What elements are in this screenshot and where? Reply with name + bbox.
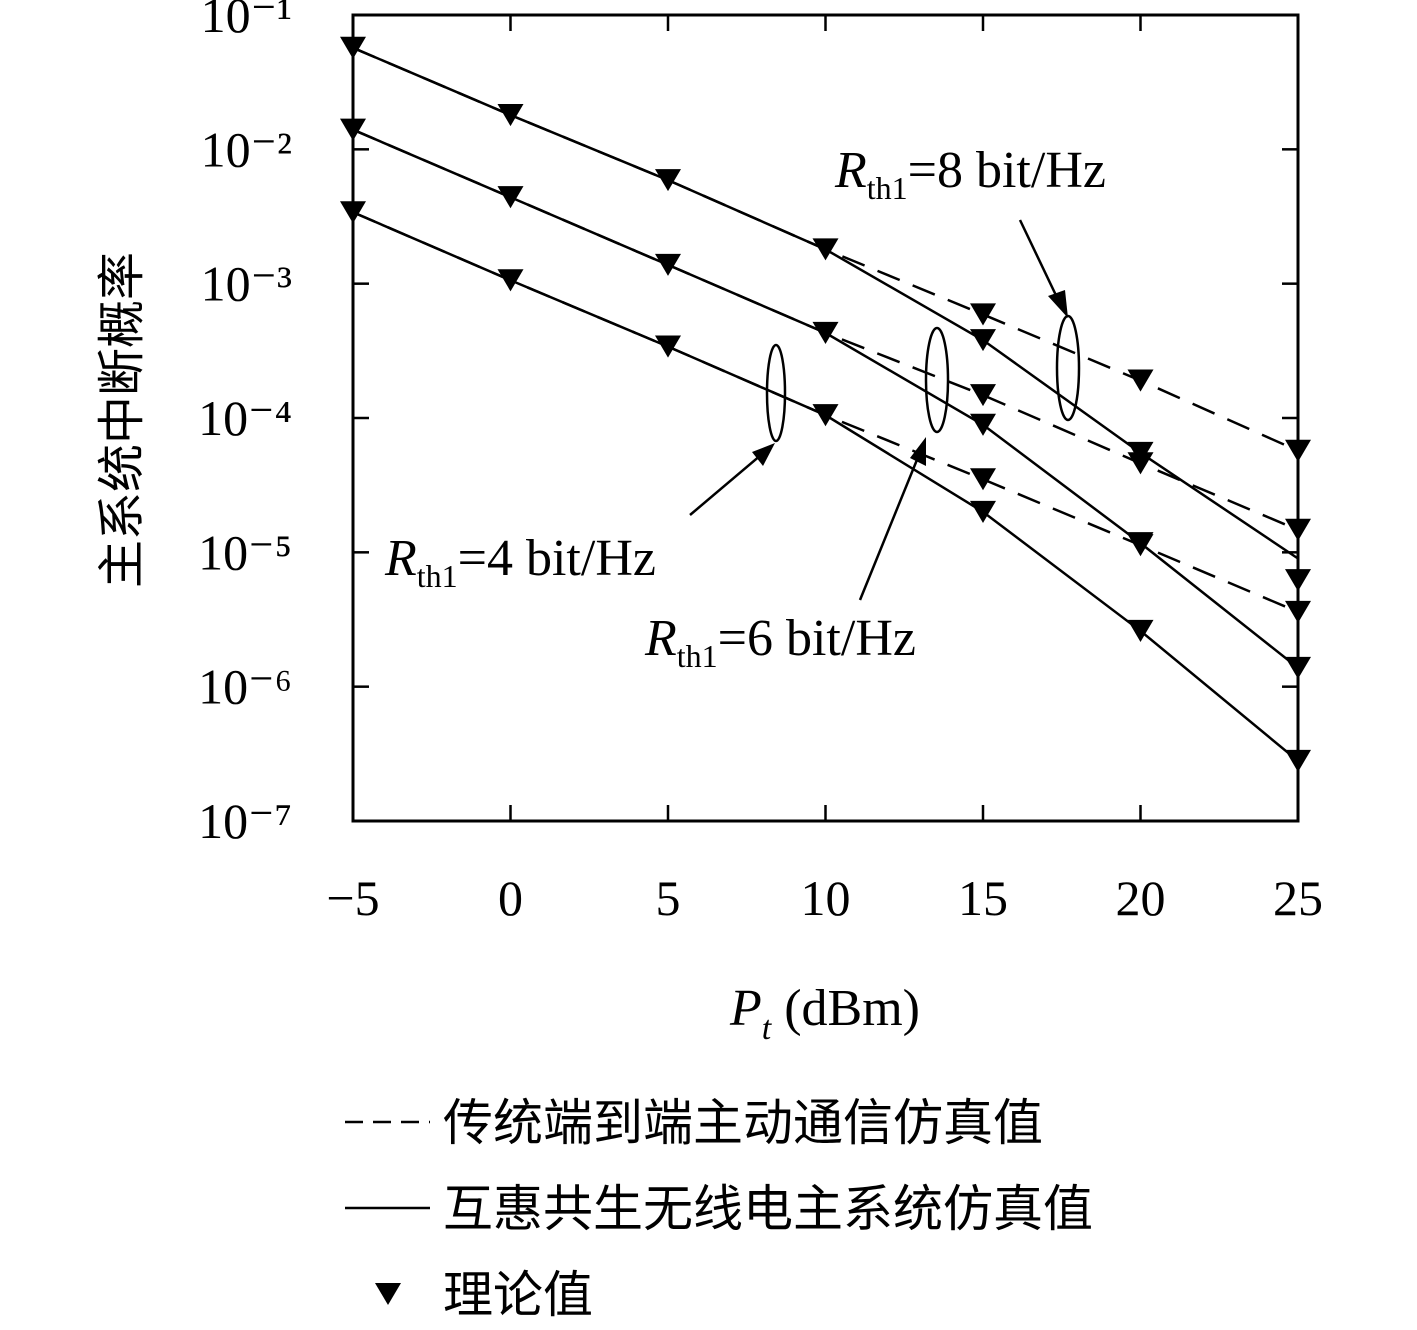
marker bbox=[970, 413, 996, 436]
ellipse bbox=[1055, 314, 1081, 422]
y-tick-label: 10⁻³ bbox=[201, 256, 292, 312]
annotation-sub: th1 bbox=[417, 558, 458, 594]
y-tick-label: 10⁻⁷ bbox=[198, 793, 292, 849]
marker bbox=[497, 186, 524, 209]
x-tick-label: 20 bbox=[1116, 870, 1166, 926]
annotation-rest: =4 bit/Hz bbox=[458, 530, 656, 587]
y-axis-label: 主系统中断概率 bbox=[94, 252, 150, 588]
annotation-main: R bbox=[644, 610, 677, 667]
legend-label: 理论值 bbox=[443, 1266, 593, 1324]
x-label-main: P bbox=[729, 980, 762, 1037]
annotation: Rth1=6 bit/Hz bbox=[644, 610, 916, 674]
marker bbox=[812, 404, 839, 427]
line bbox=[352, 211, 1299, 762]
y-tick-label: 10⁻¹ bbox=[201, 0, 292, 43]
marker bbox=[497, 103, 524, 127]
x-tick-label: 15 bbox=[958, 870, 1008, 926]
marker bbox=[970, 500, 996, 523]
marker bbox=[970, 303, 996, 326]
legend-label: 互惠共生无线电主系统仿真值 bbox=[443, 1180, 1093, 1238]
legend-label: 传统端到端主动通信仿真值 bbox=[443, 1094, 1043, 1152]
marker bbox=[497, 269, 524, 292]
annotation-main: R bbox=[384, 530, 417, 587]
arrow-head bbox=[752, 443, 775, 466]
x-tick-label: −5 bbox=[326, 870, 379, 926]
marker bbox=[970, 468, 996, 491]
x-label-rest: (dBm) bbox=[771, 980, 920, 1037]
marker bbox=[1127, 619, 1154, 642]
y-tick-label: 10⁻⁵ bbox=[198, 524, 292, 580]
line bbox=[352, 128, 1299, 669]
ellipse bbox=[924, 326, 950, 434]
annotation: Rth1=8 bit/Hz bbox=[834, 142, 1106, 206]
annotation-sub: th1 bbox=[677, 638, 718, 674]
marker bbox=[655, 253, 681, 276]
x-tick-label: 25 bbox=[1273, 870, 1323, 926]
marker bbox=[1127, 532, 1154, 555]
x-label-sub: t bbox=[762, 1010, 773, 1047]
marker bbox=[655, 335, 681, 358]
marker bbox=[812, 238, 839, 261]
arrow bbox=[858, 444, 925, 601]
arrow-head bbox=[1048, 290, 1068, 318]
x-tick-label: 5 bbox=[656, 870, 681, 926]
ellipse bbox=[765, 343, 787, 443]
x-axis-label: Pt (dBm) bbox=[729, 980, 920, 1047]
arrow bbox=[689, 448, 769, 516]
marker bbox=[970, 384, 996, 407]
annotation-sub: th1 bbox=[867, 170, 908, 206]
annotation-shapes bbox=[689, 219, 1081, 601]
annotation-rest: =8 bit/Hz bbox=[908, 142, 1106, 199]
marker bbox=[1127, 369, 1154, 392]
annotation: Rth1=4 bit/Hz bbox=[384, 530, 656, 594]
arrow-head bbox=[910, 437, 926, 466]
x-tick-label: 0 bbox=[498, 870, 523, 926]
plot-frame bbox=[351, 13, 1300, 823]
plot-area bbox=[340, 13, 1311, 823]
marker bbox=[970, 329, 996, 352]
line bbox=[352, 46, 1299, 560]
marker bbox=[812, 321, 839, 344]
marker bbox=[655, 169, 681, 192]
y-tick-label: 10⁻⁶ bbox=[198, 659, 292, 715]
arrow-heads bbox=[752, 290, 1068, 466]
legend-marker bbox=[375, 1282, 401, 1306]
annotation-main: R bbox=[834, 142, 867, 199]
y-tick-label: 10⁻⁴ bbox=[198, 390, 292, 446]
y-tick-label: 10⁻² bbox=[201, 121, 292, 177]
x-tick-label: 10 bbox=[801, 870, 851, 926]
annotation-rest: =6 bit/Hz bbox=[718, 610, 916, 667]
marker bbox=[1127, 441, 1154, 464]
